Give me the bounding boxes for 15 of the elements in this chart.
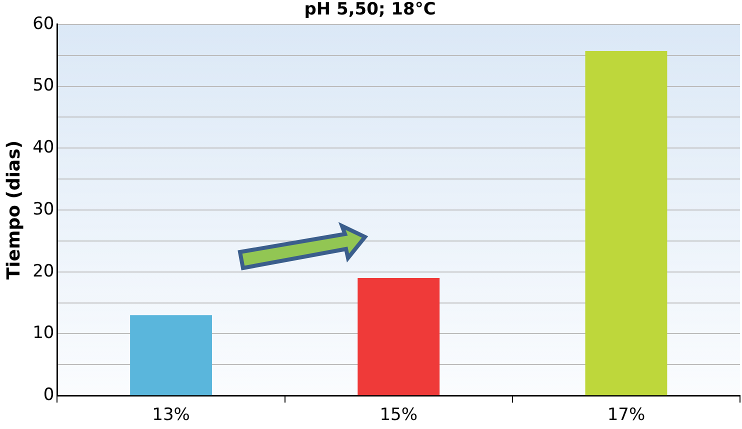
y-tick-label: 30 xyxy=(32,199,54,220)
bar xyxy=(358,278,440,396)
x-tick-label: 13% xyxy=(152,405,190,426)
bar xyxy=(585,51,668,396)
y-tick-label: 20 xyxy=(32,261,54,282)
y-tick-label: 0 xyxy=(43,385,54,406)
y-tick-label: 40 xyxy=(32,138,54,158)
x-tick-label: 15% xyxy=(380,405,418,426)
bar xyxy=(130,315,212,396)
chart-title: pH 5,50; 18°C xyxy=(304,0,436,20)
y-axis-title: Tiempo (dias) xyxy=(3,140,24,280)
y-tick-label: 50 xyxy=(32,76,54,96)
x-tick-label: 17% xyxy=(607,405,646,426)
y-tick-label: 60 xyxy=(32,14,54,34)
y-tick-label: 10 xyxy=(32,323,54,344)
